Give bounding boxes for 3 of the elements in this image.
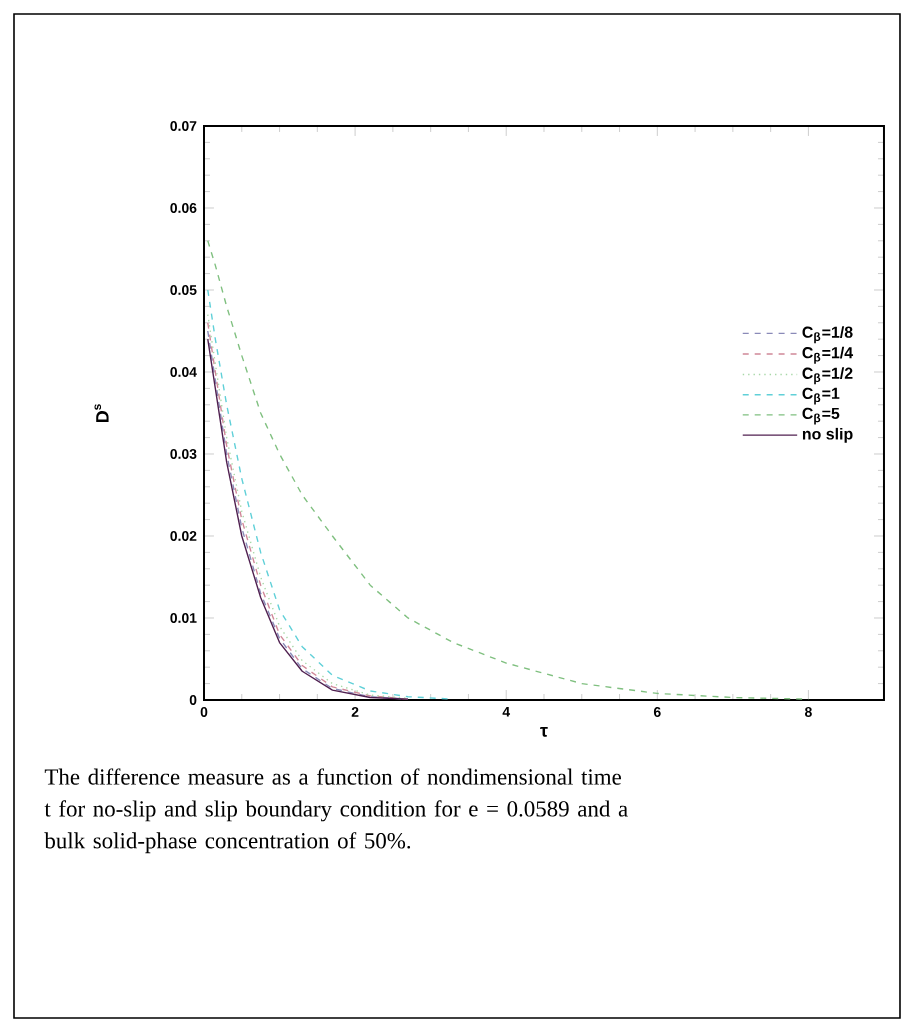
text: The difference measure as a function of nondimensional time t for no-slip and slip boundary condition for e = 0.0589 and a bulk solid-phase concentration of 50%. — [44, 768, 628, 854]
y-axis-title: D$^{s}$ — [94, 404, 109, 423]
x-axis-title: τ — [540, 727, 548, 737]
